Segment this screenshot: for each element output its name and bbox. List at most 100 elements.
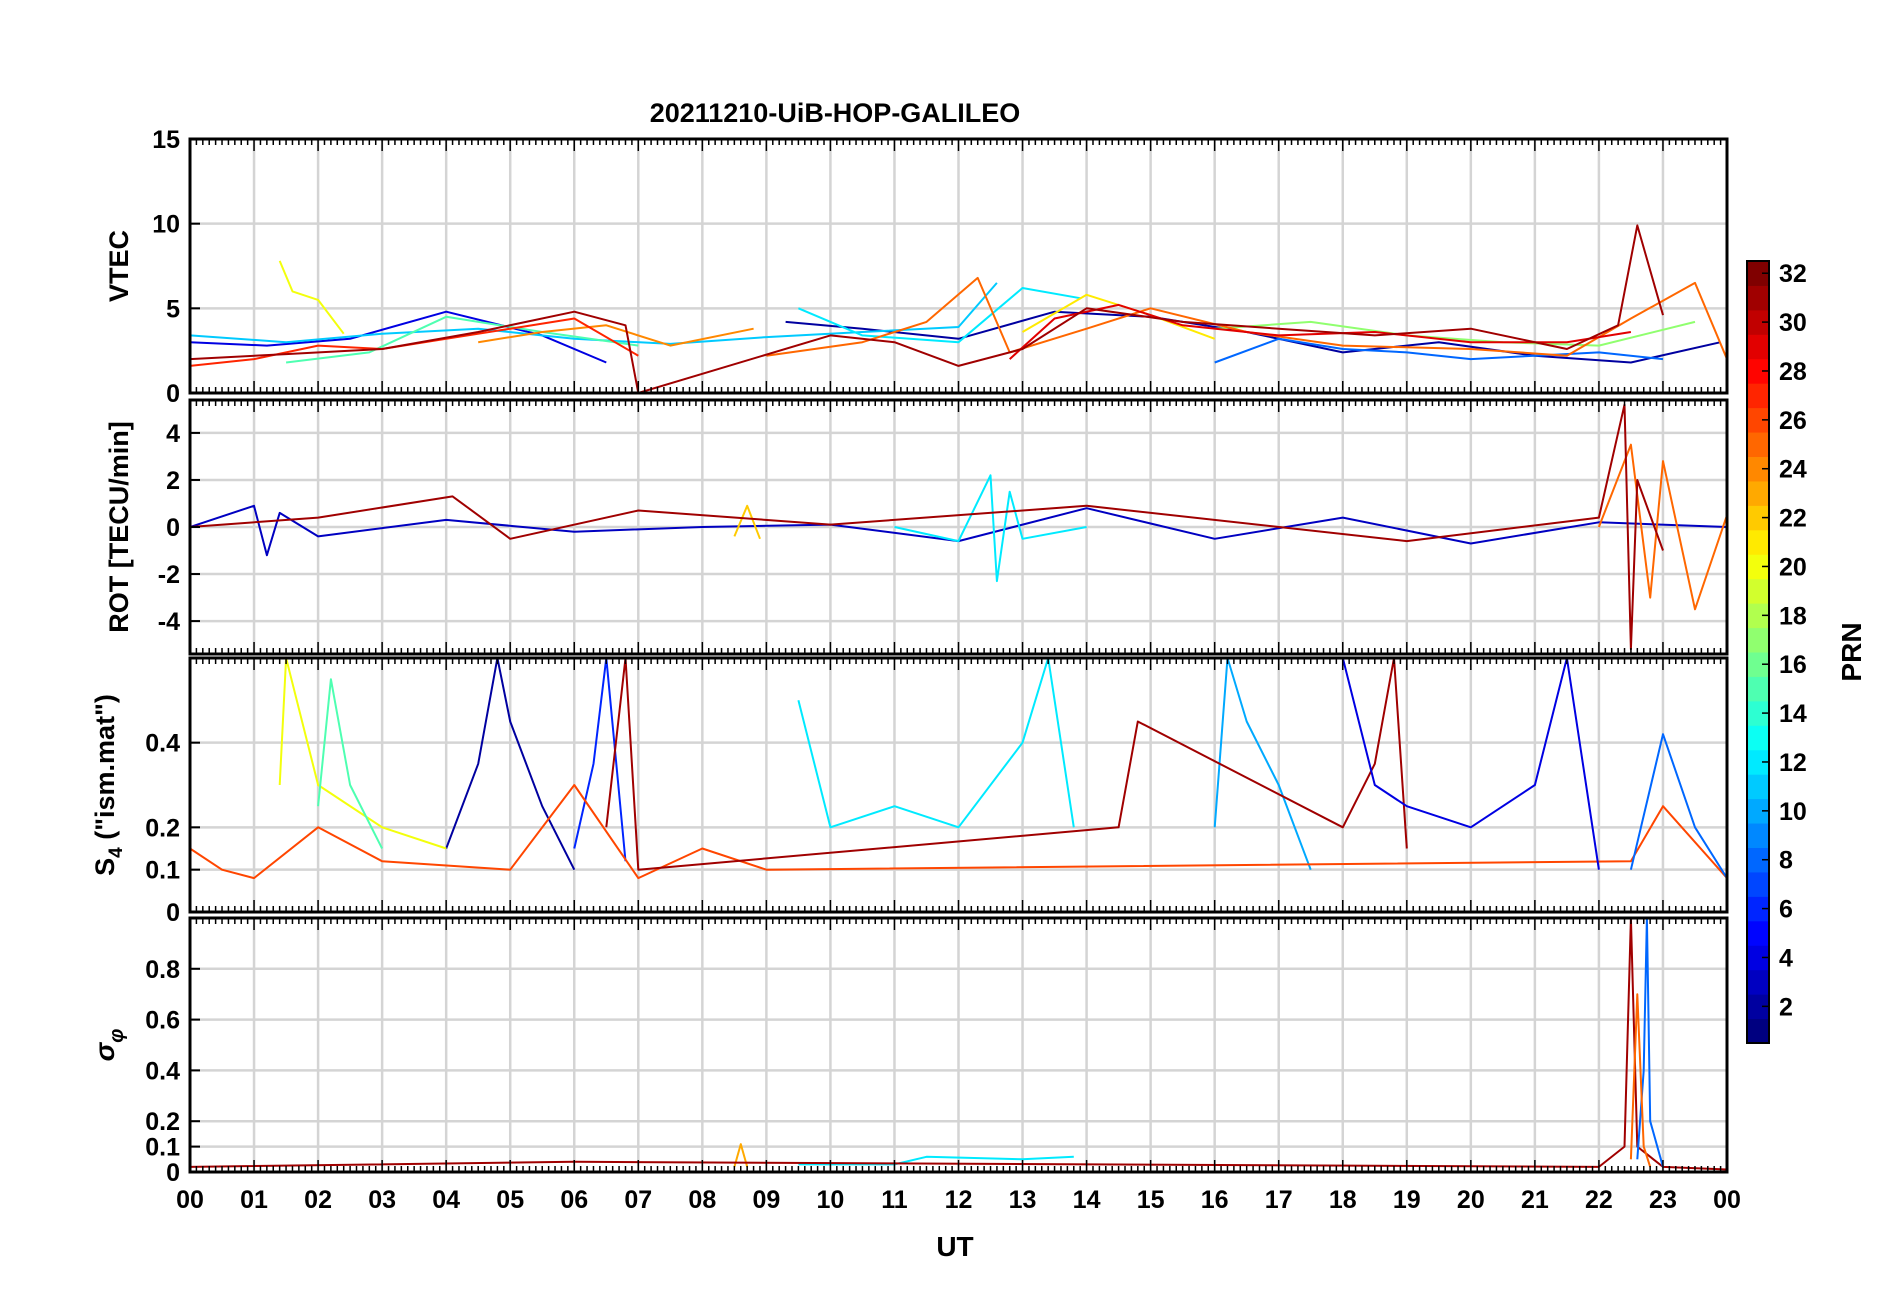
colorbar-tick-label: 14 — [1779, 700, 1807, 728]
series-prn-31 — [605, 658, 1408, 871]
series-group — [190, 224, 1727, 393]
colorbar-tick-label: 18 — [1779, 602, 1807, 630]
x-tick-label: 21 — [1521, 1186, 1549, 1214]
series-prn-26 — [190, 784, 1727, 880]
y-tick-label: 0.1 — [145, 857, 180, 885]
panel-vtec: 0 5 10 15 VTEC — [104, 126, 1729, 408]
x-tick-label: 06 — [560, 1186, 588, 1214]
series-prn-12 — [798, 287, 1081, 344]
colorbar-tick-label: 16 — [1779, 651, 1807, 679]
series-prn-15 — [285, 315, 639, 364]
series-prn-22 — [733, 504, 761, 540]
colorbar-tick-label: 24 — [1779, 456, 1807, 484]
panel-sigma_phi: 00.10.2 0.4 0.6 0.8 σφ 00 01 02 03 04 05 06 07 08 09 10… — [89, 916, 1741, 1214]
colorbar-swatch — [1747, 432, 1769, 457]
colorbar-swatch — [1747, 554, 1769, 580]
x-tick-label: 07 — [624, 1186, 652, 1214]
colorbar-tick-label: 2 — [1779, 993, 1793, 1021]
y-tick-label: 0.6 — [145, 1007, 180, 1035]
colorbar-swatch — [1747, 505, 1769, 531]
x-tick-label: 18 — [1329, 1186, 1357, 1214]
colorbar-frame — [1746, 260, 1770, 1044]
colorbar-swatch — [1747, 823, 1769, 848]
y-tick-label: 0 — [166, 899, 180, 927]
series-prn-4 — [1341, 658, 1600, 870]
y-tick-label: 0 — [166, 1159, 180, 1187]
x-tick-label: 13 — [1009, 1186, 1037, 1214]
colorbar-tick-label: 8 — [1779, 847, 1793, 875]
colorbar-swatch — [1747, 798, 1769, 824]
colorbar-tick-label: 10 — [1779, 798, 1807, 826]
x-tick-label: 20 — [1457, 1186, 1485, 1214]
series-prn-12 — [797, 658, 1075, 829]
colorbar-tick-label: 30 — [1779, 309, 1807, 337]
series-prn-24 — [478, 324, 754, 347]
x-tick-label: 01 — [240, 1186, 268, 1214]
series-prn-8 — [1629, 733, 1727, 879]
y-tick-label: 10 — [152, 211, 180, 239]
colorbar-tick-label: 26 — [1779, 407, 1807, 435]
x-tick-label: 16 — [1201, 1186, 1229, 1214]
x-tick-label: 05 — [496, 1186, 524, 1214]
colorbar-swatch — [1747, 407, 1769, 433]
x-tick-label: 03 — [368, 1186, 396, 1214]
colorbar-swatch — [1747, 871, 1769, 897]
series-prn-17 — [1214, 320, 1696, 347]
series-prn-8 — [1636, 918, 1664, 1168]
y-tick-label: 2 — [166, 467, 180, 495]
x-tick-label: 11 — [881, 1186, 908, 1214]
series-prn-27 — [190, 317, 639, 367]
colorbar-swatch — [1747, 676, 1769, 702]
series-prn-8 — [1214, 337, 1664, 364]
colorbar-tick-label: 32 — [1779, 260, 1807, 288]
y-tick-label: 15 — [152, 126, 180, 154]
x-tick-label: 22 — [1585, 1186, 1613, 1214]
x-tick-label: 00 — [1713, 1186, 1741, 1214]
colorbar-swatch — [1747, 627, 1769, 653]
colorbar-swatch — [1747, 578, 1769, 604]
colorbar-swatch — [1747, 725, 1769, 751]
series-prn-15 — [317, 678, 383, 849]
y-tick-label: 0 — [166, 514, 180, 542]
colorbar-swatch — [1747, 261, 1769, 286]
colorbar-swatch — [1747, 480, 1769, 506]
y-tick-label: 0 — [166, 380, 180, 408]
colorbar-swatch — [1747, 334, 1769, 360]
colorbar-tick-label: 22 — [1779, 505, 1807, 533]
series-prn-2 — [785, 310, 1721, 364]
series-prn-4 — [190, 310, 607, 364]
colorbar-tick-label: 28 — [1779, 358, 1807, 386]
colorbar-swatch — [1747, 603, 1769, 629]
series-prn-31 — [190, 918, 1727, 1171]
x-tick-label: 02 — [304, 1186, 332, 1214]
series-prn-25 — [1629, 993, 1652, 1168]
x-tick-label: 17 — [1265, 1186, 1293, 1214]
series-prn-23 — [733, 1143, 749, 1168]
colorbar-swatch — [1747, 358, 1769, 384]
series-prn-25 — [766, 276, 1727, 360]
colorbar-swatch — [1747, 749, 1769, 775]
series-prn-20 — [278, 260, 345, 335]
series-prn-11 — [190, 282, 998, 345]
y-tick-label: 0.2 — [145, 814, 180, 842]
y-axis-label: VTEC — [104, 230, 134, 302]
colorbar-tick-label: 6 — [1779, 896, 1793, 924]
colorbar-swatch — [1747, 969, 1769, 995]
colorbar-swatch — [1747, 285, 1769, 311]
x-tick-label: 09 — [752, 1186, 780, 1214]
series-prn-31 — [190, 224, 1664, 393]
colorbar-swatch — [1747, 1018, 1769, 1044]
x-tick-label: 04 — [432, 1186, 460, 1214]
colorbar-tick-label: 12 — [1779, 749, 1807, 777]
colorbar-swatch — [1747, 896, 1769, 922]
colorbar-swatch — [1747, 652, 1769, 677]
series-prn-10 — [1213, 658, 1312, 871]
colorbar-swatch — [1747, 456, 1769, 482]
colorbar-swatch — [1747, 309, 1769, 335]
colorbar-tick-label: 20 — [1779, 553, 1807, 581]
colorbar-tick-label: 4 — [1779, 944, 1793, 972]
figure-title: 20211210-UiB-HOP-GALILEO — [650, 98, 1021, 128]
series-prn-12 — [894, 474, 1087, 583]
